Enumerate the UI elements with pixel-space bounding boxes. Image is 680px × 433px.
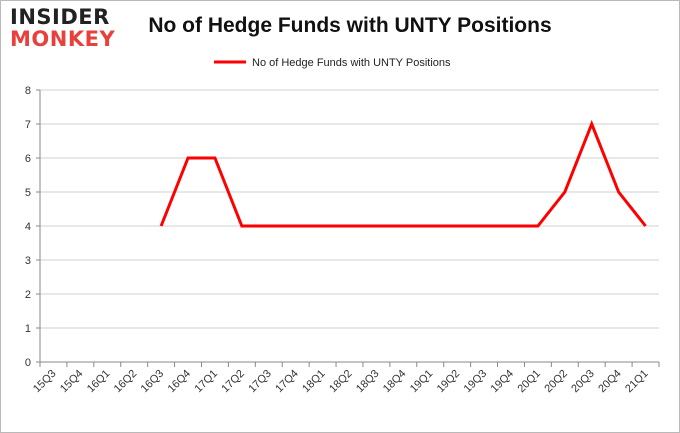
x-tick-label-16Q3: 16Q3 (139, 368, 167, 396)
series-layer (159, 119, 647, 228)
y-tick-label-2: 2 (25, 289, 31, 301)
logo-line-1: INSIDER (10, 5, 110, 29)
x-tick-label-20Q4: 20Q4 (596, 368, 624, 396)
x-tick-label-19Q1: 19Q1 (408, 368, 436, 396)
x-tick-label-18Q4: 18Q4 (381, 368, 409, 396)
x-tick-label-16Q1: 16Q1 (85, 368, 113, 396)
x-tick-label-15Q4: 15Q4 (58, 368, 86, 396)
x-tick-label-17Q1: 17Q1 (193, 368, 221, 396)
x-tick-label-17Q4: 17Q4 (273, 368, 301, 396)
y-tick-label-4: 4 (25, 221, 31, 233)
x-tick-label-19Q2: 19Q2 (435, 368, 463, 396)
x-tick-label-19Q4: 19Q4 (489, 368, 517, 396)
chart-title: No of Hedge Funds with UNTY Positions (148, 14, 552, 37)
y-tick-label-8: 8 (25, 85, 31, 97)
x-tick-label-17Q3: 17Q3 (246, 368, 274, 396)
legend: No of Hedge Funds with UNTY Positions (214, 57, 451, 69)
x-tick-label-16Q4: 16Q4 (166, 368, 194, 396)
legend-label: No of Hedge Funds with UNTY Positions (252, 57, 451, 69)
x-tick-label-15Q3: 15Q3 (31, 368, 59, 396)
y-tick-label-3: 3 (25, 255, 31, 267)
insider-monkey-logo: INSIDER MONKEY (10, 6, 128, 56)
x-tick-label-18Q2: 18Q2 (327, 368, 355, 396)
x-tick-label-20Q3: 20Q3 (569, 368, 597, 396)
x-tick-label-18Q1: 18Q1 (300, 368, 328, 396)
y-tick-label-6: 6 (25, 153, 31, 165)
x-tick-label-20Q1: 20Q1 (515, 368, 543, 396)
x-tick-label-19Q3: 19Q3 (462, 368, 490, 396)
series-line-0 (159, 119, 647, 228)
y-tick-label-7: 7 (25, 119, 31, 131)
y-tick-label-5: 5 (25, 187, 31, 199)
x-axis-ticks: 15Q3 15Q4 16Q1 16Q2 16Q3 16Q4 17Q1 17Q2 17Q3 17Q4… (31, 362, 660, 396)
x-tick-label-21Q1: 21Q1 (623, 368, 651, 396)
y-tick-label-0: 0 (25, 357, 31, 369)
x-tick-label-17Q2: 17Q2 (219, 368, 247, 396)
logo-line-2: MONKEY (10, 27, 116, 51)
y-tick-label-1: 1 (25, 323, 31, 335)
x-tick-label-20Q2: 20Q2 (542, 368, 570, 396)
y-axis-ticks: 0 1 2 3 4 5 6 7 8 (25, 85, 40, 369)
x-tick-label-18Q3: 18Q3 (354, 368, 382, 396)
x-tick-label-16Q2: 16Q2 (112, 368, 140, 396)
